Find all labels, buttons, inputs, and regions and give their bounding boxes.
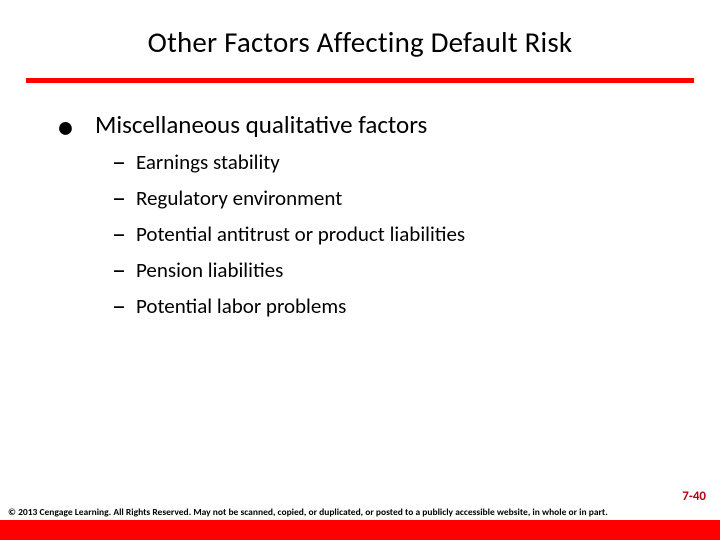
slide-title: Other Factors Affecting Default Risk [30,24,690,60]
sub-bullet-text: Regulatory environment [136,185,342,211]
sub-bullet-item: – Potential antitrust or product liabili… [112,218,690,247]
copyright-text: © 2013 Cengage Learning. All Rights Rese… [8,506,712,518]
sub-bullet-marker: – [112,148,126,176]
page-number: 7-40 [682,489,706,504]
bullet-marker: • [58,113,73,143]
sub-bullet-item: – Regulatory environment [112,182,690,211]
sub-bullet-item: – Pension liabilities [112,254,690,283]
sub-bullet-item: – Potential labor problems [112,290,690,319]
bullet-item: • Miscellaneous qualitative factors [58,109,690,140]
footer-bar [0,520,720,540]
sub-bullet-text: Potential antitrust or product liabiliti… [136,221,465,247]
sub-bullet-marker: – [112,220,126,248]
sub-bullet-text: Earnings stability [136,149,280,175]
sub-bullet-text: Potential labor problems [136,293,346,319]
slide: Other Factors Affecting Default Risk • M… [0,0,720,540]
slide-content: • Miscellaneous qualitative factors – Ea… [30,109,690,319]
bullet-text: Miscellaneous qualitative factors [95,109,427,140]
sub-bullet-text: Pension liabilities [136,257,283,283]
sub-bullet-item: – Earnings stability [112,146,690,175]
sub-bullet-list: – Earnings stability – Regulatory enviro… [58,146,690,319]
sub-bullet-marker: – [112,184,126,212]
sub-bullet-marker: – [112,292,126,320]
sub-bullet-marker: – [112,256,126,284]
title-underline [26,78,694,83]
